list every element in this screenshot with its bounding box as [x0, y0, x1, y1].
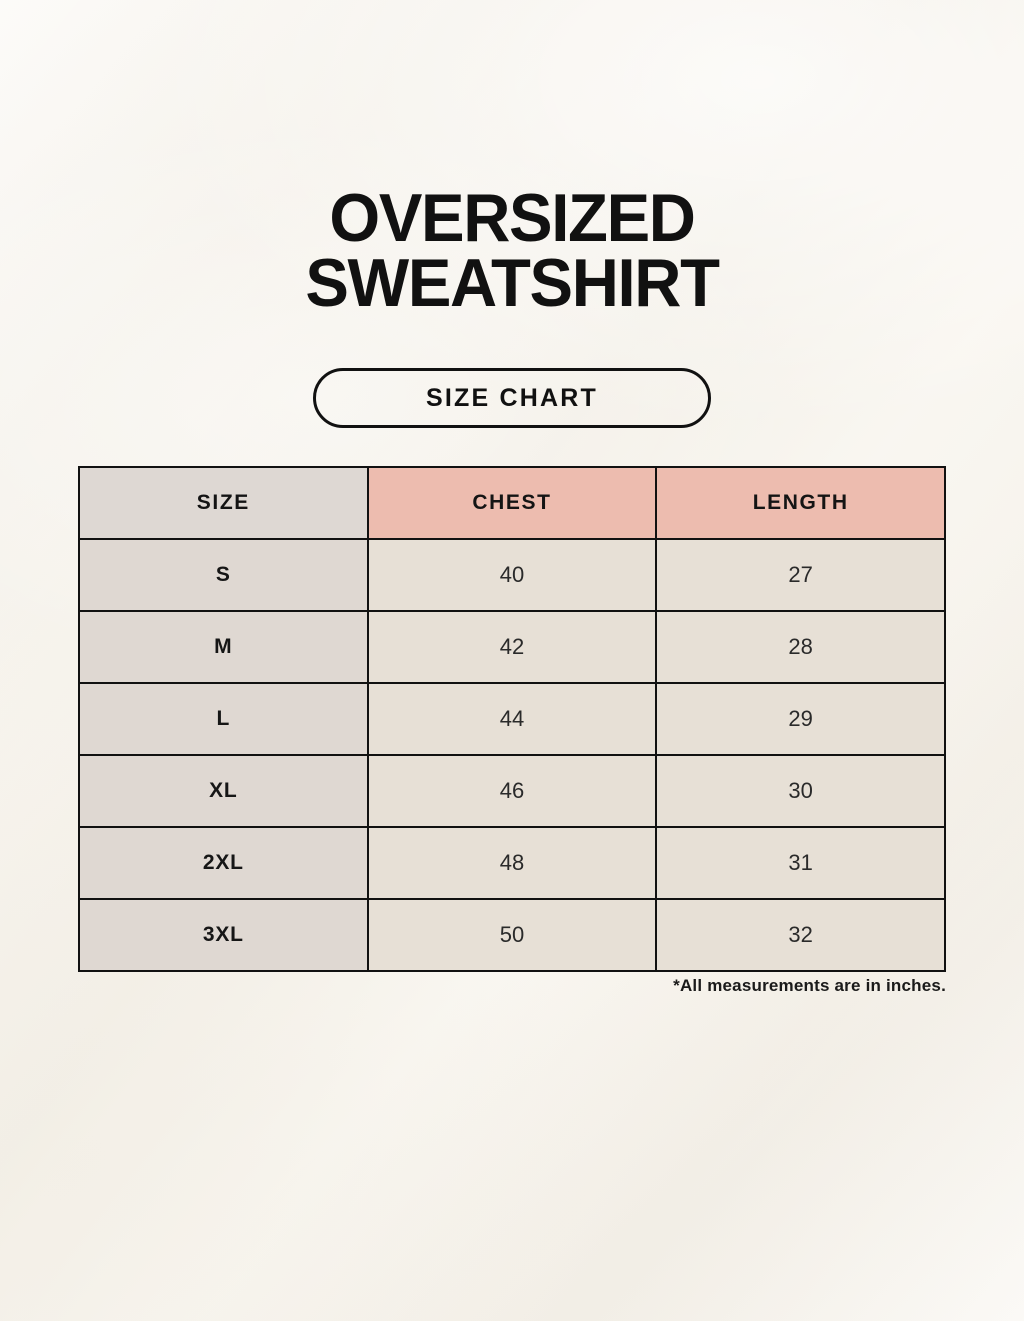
cell-size: S — [78, 538, 369, 612]
cell-length: 32 — [655, 898, 946, 972]
size-chart-badge-label: SIZE CHART — [426, 383, 598, 412]
page-title-line-1: OVERSIZED — [329, 180, 695, 256]
cell-length: 30 — [655, 754, 946, 828]
cell-length: 27 — [655, 538, 946, 612]
table-row: S 40 27 — [78, 538, 946, 612]
size-table: SIZE CHEST LENGTH S 40 27 M 42 28 L — [78, 466, 946, 972]
cell-chest: 48 — [366, 826, 658, 900]
cell-length: 31 — [655, 826, 946, 900]
cell-length: 29 — [655, 682, 946, 756]
table-row: 3XL 50 32 — [78, 898, 946, 972]
page-title: OVERSIZED SWEATSHIRT — [0, 180, 1024, 321]
cell-size: 2XL — [78, 826, 369, 900]
cell-chest: 46 — [366, 754, 658, 828]
size-table-head: SIZE CHEST LENGTH — [78, 466, 946, 540]
column-header-chest: CHEST — [366, 466, 658, 540]
cell-chest: 44 — [366, 682, 658, 756]
page-title-line-2: SWEATSHIRT — [305, 244, 720, 321]
size-table-body: S 40 27 M 42 28 L 44 29 XL 46 30 — [78, 538, 946, 972]
column-header-size: SIZE — [78, 466, 369, 540]
cell-chest: 42 — [366, 610, 658, 684]
table-header-row: SIZE CHEST LENGTH — [78, 466, 946, 540]
cell-chest: 40 — [366, 538, 658, 612]
table-row: 2XL 48 31 — [78, 826, 946, 900]
cell-size: L — [78, 682, 369, 756]
cell-chest: 50 — [366, 898, 658, 972]
cell-length: 28 — [655, 610, 946, 684]
measurement-footnote: *All measurements are in inches. — [673, 976, 946, 995]
table-row: M 42 28 — [78, 610, 946, 684]
table-row: L 44 29 — [78, 682, 946, 756]
size-chart-badge-wrap: SIZE CHART — [0, 368, 1024, 428]
table-row: XL 46 30 — [78, 754, 946, 828]
cell-size: M — [78, 610, 369, 684]
size-table-wrapper: SIZE CHEST LENGTH S 40 27 M 42 28 L — [78, 466, 946, 972]
size-chart-badge: SIZE CHART — [313, 368, 711, 428]
cell-size: XL — [78, 754, 369, 828]
cell-size: 3XL — [78, 898, 369, 972]
column-header-length: LENGTH — [655, 466, 946, 540]
